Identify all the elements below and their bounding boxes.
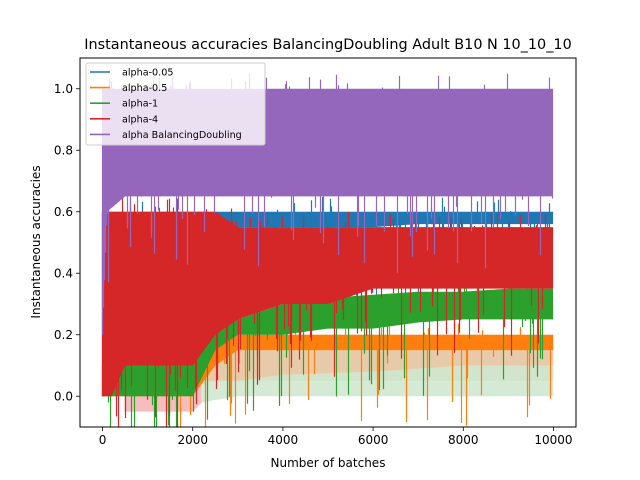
- legend-label: alpha-4: [122, 114, 158, 125]
- x-tick-label: 0: [99, 433, 107, 447]
- y-axis-label: Instantaneous accuracies: [29, 165, 43, 318]
- legend-box: [85, 62, 266, 146]
- y-tick-label: 0.2: [54, 328, 73, 342]
- y-axis-ticks: 0.0 0.2 0.4 0.6 0.8 1.0: [54, 82, 80, 403]
- legend-label: alpha-1: [122, 99, 158, 110]
- y-tick-label: 0.6: [54, 205, 73, 219]
- x-tick-label: 6000: [358, 433, 389, 447]
- chart-title: Instantaneous accuracies BalancingDoubli…: [84, 37, 571, 53]
- y-tick-label: 0.4: [54, 266, 73, 280]
- axes-frame: [79, 57, 577, 428]
- y-tick-label: 0.0: [54, 389, 73, 403]
- x-axis-label: Number of batches: [271, 456, 386, 470]
- x-axis-ticks: 0 2000 4000 6000 8000 10000: [99, 427, 573, 447]
- x-tick-label: 4000: [268, 433, 299, 447]
- y-tick-label: 0.8: [54, 143, 73, 157]
- legend-label: alpha-0.5: [122, 83, 167, 94]
- x-tick-label: 2000: [177, 433, 208, 447]
- x-tick-label: 10000: [534, 433, 572, 447]
- x-tick-label: 8000: [448, 433, 479, 447]
- legend-label: alpha-0.05: [122, 68, 173, 79]
- legend: alpha-0.05 alpha-0.5 alpha-1 alpha-4 alpha B…: [85, 62, 266, 146]
- y-tick-label: 1.0: [54, 82, 73, 96]
- legend-label: alpha BalancingDoubling: [122, 130, 242, 141]
